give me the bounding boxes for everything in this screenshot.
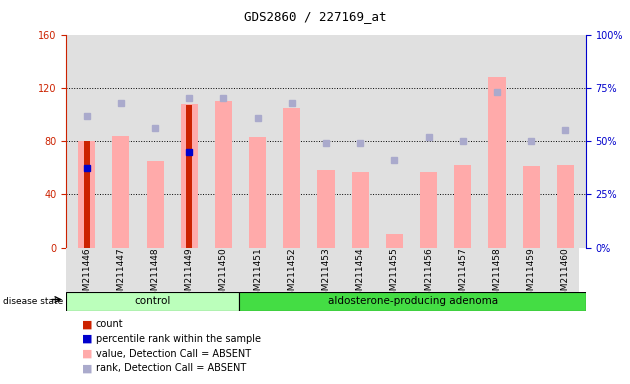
Text: ■: ■: [82, 319, 93, 329]
Text: GDS2860 / 227169_at: GDS2860 / 227169_at: [244, 10, 386, 23]
Bar: [352, 172, 369, 248]
Text: GSM211459: GSM211459: [527, 248, 536, 303]
Text: GSM211455: GSM211455: [390, 248, 399, 303]
Bar: [386, 234, 403, 248]
Bar: [181, 104, 198, 248]
Text: GSM211448: GSM211448: [151, 248, 159, 302]
Bar: [66, 292, 239, 311]
Text: ■: ■: [82, 349, 93, 359]
Text: GSM211447: GSM211447: [117, 248, 125, 302]
Text: disease state: disease state: [3, 297, 64, 306]
Text: GSM211451: GSM211451: [253, 248, 262, 303]
Text: GSM211446: GSM211446: [82, 248, 91, 302]
Text: GSM211458: GSM211458: [493, 248, 501, 303]
Text: control: control: [135, 296, 171, 306]
Bar: [112, 136, 129, 248]
Text: GSM211456: GSM211456: [424, 248, 433, 303]
Text: ■: ■: [82, 363, 93, 373]
Bar: [249, 137, 266, 248]
Text: GSM211452: GSM211452: [287, 248, 296, 302]
Text: ■: ■: [82, 334, 93, 344]
Bar: [84, 141, 89, 248]
Bar: [186, 105, 192, 248]
Text: GSM211457: GSM211457: [458, 248, 467, 303]
Bar: [318, 170, 335, 248]
Text: GSM211449: GSM211449: [185, 248, 194, 302]
Text: count: count: [96, 319, 123, 329]
Bar: [239, 292, 586, 311]
Text: GSM211450: GSM211450: [219, 248, 228, 303]
Bar: [284, 108, 301, 248]
Bar: [215, 101, 232, 248]
Bar: [488, 77, 505, 248]
Text: GSM211453: GSM211453: [321, 248, 331, 303]
Bar: [523, 166, 540, 248]
Text: rank, Detection Call = ABSENT: rank, Detection Call = ABSENT: [96, 363, 246, 373]
Bar: [454, 165, 471, 248]
Text: GSM211460: GSM211460: [561, 248, 570, 303]
Bar: [147, 161, 164, 248]
Text: aldosterone-producing adenoma: aldosterone-producing adenoma: [328, 296, 498, 306]
Text: GSM211454: GSM211454: [356, 248, 365, 302]
Text: percentile rank within the sample: percentile rank within the sample: [96, 334, 261, 344]
Bar: [78, 141, 95, 248]
Bar: [420, 172, 437, 248]
Text: value, Detection Call = ABSENT: value, Detection Call = ABSENT: [96, 349, 251, 359]
Bar: [557, 165, 574, 248]
